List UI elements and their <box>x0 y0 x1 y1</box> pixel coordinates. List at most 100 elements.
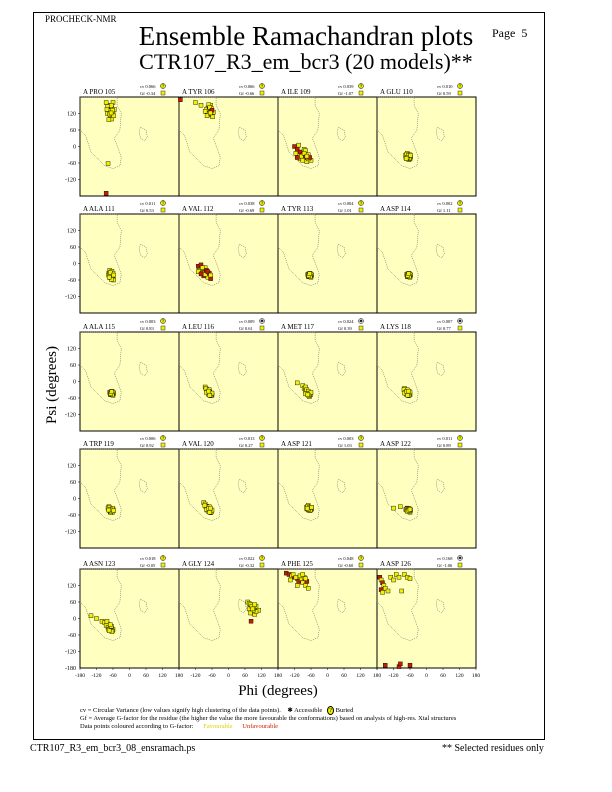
data-point <box>248 610 253 616</box>
x-tick-label: 0 <box>326 673 329 679</box>
gf-colour-box <box>358 562 364 568</box>
cv-value: cv 0.168 <box>437 556 453 561</box>
footer-filename: CTR107_R3_em_bcr3_08_ensramach.ps <box>30 743 196 754</box>
cv-value: cv 0.006 <box>140 436 156 441</box>
legend-accessible: Accessible <box>294 707 323 714</box>
gf-colour-box <box>457 562 463 568</box>
x-tick-label: -180 <box>75 673 85 679</box>
x-tick-label: 60 <box>440 673 446 679</box>
x-tick-label: 180 <box>373 673 382 679</box>
allowed-region-0 <box>79 96 122 169</box>
buried-icon: ? <box>160 83 166 89</box>
gf-colour-box <box>160 562 166 568</box>
accessible-icon: ✱ <box>287 707 293 714</box>
data-point <box>305 392 310 397</box>
data-point <box>205 269 211 274</box>
cv-value: cv 0.011 <box>140 201 155 206</box>
buried-icon: ? <box>358 83 364 89</box>
data-point <box>406 271 411 276</box>
data-point <box>252 602 257 607</box>
panel-a-ala-115 <box>79 331 180 432</box>
data-point <box>111 508 116 513</box>
gf-value: Gf -0.05 <box>140 563 156 568</box>
data-point <box>300 572 305 577</box>
data-point <box>200 265 205 270</box>
data-point <box>111 272 116 278</box>
panel-a-tyr-106 <box>178 96 279 197</box>
data-point <box>210 114 215 120</box>
allowed-region-0 <box>178 96 221 169</box>
allowed-region-1 <box>435 598 445 614</box>
allowed-region-0 <box>79 448 122 521</box>
panel-a-lys-118 <box>376 331 477 432</box>
gf-colour-box <box>358 325 364 331</box>
allowed-region-0 <box>376 331 419 404</box>
gf-colour-box <box>160 207 166 213</box>
x-tick-label: -60 <box>208 673 216 679</box>
cv-value: cv 0.010 <box>437 84 453 89</box>
buried-icon: ? <box>160 435 166 441</box>
allowed-region-1 <box>435 478 445 494</box>
allowed-region-1 <box>237 598 247 614</box>
cv-value: cv 0.066 <box>239 84 255 89</box>
gf-value: Gf 0.39 <box>338 326 352 331</box>
panel-a-gly-124 <box>178 568 279 669</box>
cv-value: cv 0.039 <box>338 84 354 89</box>
data-point <box>204 113 210 118</box>
residue-label: A ASP 114 <box>380 205 411 213</box>
allowed-region-1 <box>336 361 346 377</box>
buried-icon: ? <box>457 83 463 89</box>
svg-text:?: ? <box>261 84 264 89</box>
residue-label: A TYR 113 <box>281 205 314 213</box>
buried-icon: ? <box>160 200 166 206</box>
x-tick-label: 120 <box>356 673 365 679</box>
svg-text:✱: ✱ <box>359 319 363 324</box>
data-point <box>306 586 311 591</box>
svg-text:?: ? <box>162 84 165 89</box>
data-point <box>295 155 300 160</box>
residue-label: A PHE 125 <box>281 560 313 568</box>
data-point <box>106 628 112 633</box>
data-point <box>380 590 385 595</box>
buried-icon: ? <box>259 435 265 441</box>
data-point <box>208 505 213 511</box>
residue-label: A TRP 119 <box>83 440 114 448</box>
data-point <box>106 117 112 122</box>
svg-text:?: ? <box>459 84 462 89</box>
allowed-region-0 <box>376 568 419 641</box>
allowed-region-1 <box>435 126 445 142</box>
gf-colour-box <box>457 442 463 448</box>
y-tick-label: 60 <box>70 363 76 369</box>
svg-text:?: ? <box>162 556 165 561</box>
data-point <box>301 151 307 156</box>
program-label: PROCHECK-NMR <box>45 14 117 24</box>
allowed-region-1 <box>336 478 346 494</box>
buried-icon: ? <box>160 318 166 324</box>
residue-label: A ASN 123 <box>83 560 116 568</box>
data-point <box>385 588 391 594</box>
data-point <box>104 619 110 624</box>
x-tick-label: 180 <box>274 673 283 679</box>
data-point <box>398 504 403 509</box>
buried-icon: ? <box>358 555 364 561</box>
residue-label: A LEU 116 <box>182 323 215 331</box>
svg-text:?: ? <box>261 201 264 206</box>
panel-a-phe-125 <box>277 568 378 669</box>
residue-label: A VAL 112 <box>182 205 214 213</box>
gf-value: Gf 0.89 <box>437 443 451 448</box>
gf-colour-box <box>259 90 265 96</box>
cv-value: cv 0.022 <box>239 556 255 561</box>
gf-value: Gf 0.77 <box>437 326 451 331</box>
svg-text:?: ? <box>162 436 165 441</box>
gf-colour-box <box>259 325 265 331</box>
legend-colour-text: Data points coloured according to G-fact… <box>80 723 194 730</box>
residue-label: A VAL 120 <box>182 440 214 448</box>
data-point <box>198 271 204 277</box>
allowed-region-0 <box>376 213 419 286</box>
x-tick-label: 120 <box>455 673 464 679</box>
page-word: Page <box>492 26 516 40</box>
cv-value: cv 0.002 <box>437 201 453 206</box>
data-point <box>208 110 213 116</box>
data-point <box>178 97 183 102</box>
